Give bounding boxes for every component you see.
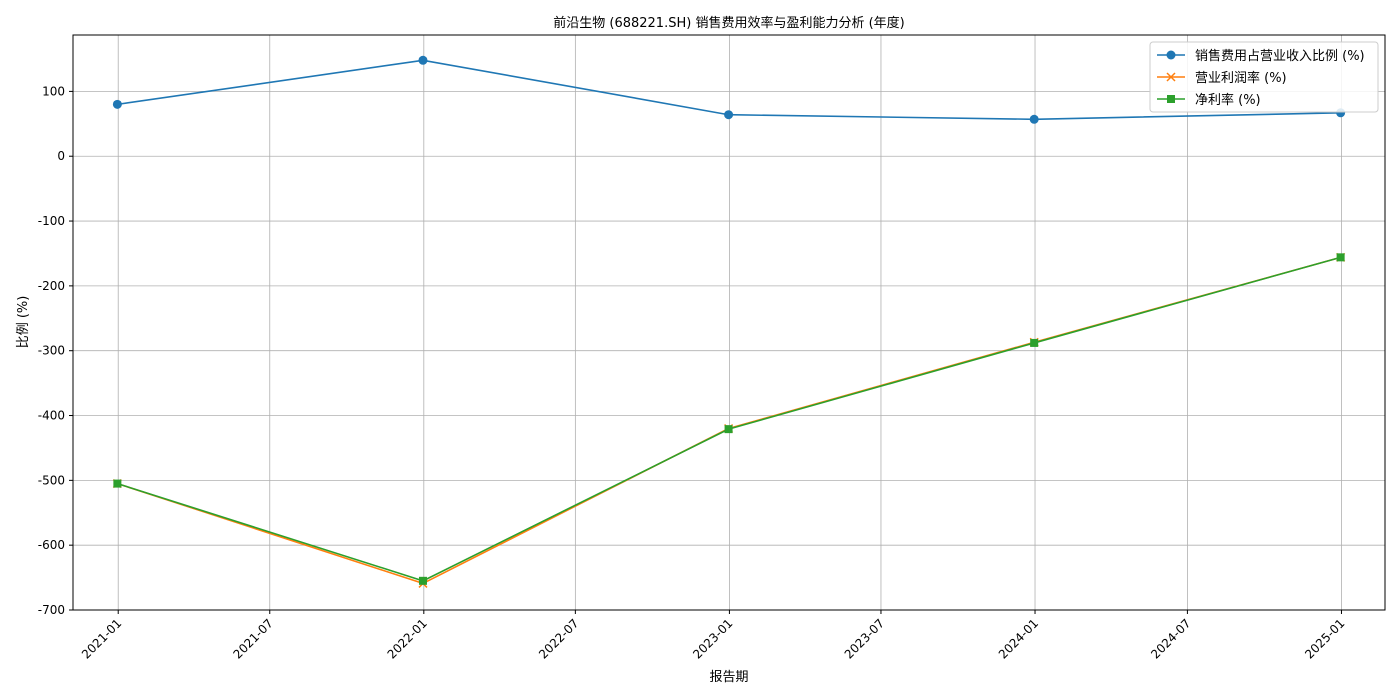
data-point — [113, 479, 122, 488]
legend-label: 净利率 (%) — [1195, 92, 1261, 108]
legend-marker — [1166, 72, 1176, 82]
y-tick-label: -100 — [38, 214, 65, 228]
data-point — [418, 55, 428, 65]
x-tick-label: 2024-01 — [996, 616, 1041, 661]
y-tick-label: -700 — [38, 603, 65, 617]
legend-item: 销售费用占营业收入比例 (%) — [1157, 48, 1365, 64]
y-tick-label: -400 — [38, 409, 65, 423]
legend-label: 销售费用占营业收入比例 (%) — [1195, 48, 1365, 64]
data-point — [724, 425, 733, 434]
data-point — [112, 99, 122, 109]
x-tick-label: 2022-07 — [536, 616, 581, 661]
legend-label: 营业利润率 (%) — [1195, 70, 1287, 86]
chart-title: 前沿生物 (688221.SH) 销售费用效率与盈利能力分析 (年度) — [553, 15, 904, 31]
legend-marker — [1167, 95, 1175, 103]
y-tick-label: -300 — [38, 344, 65, 358]
series-layer — [112, 55, 1346, 588]
x-tick-label: 2025-01 — [1302, 616, 1347, 661]
y-axis: -700 -600 -500 -400 -300 -200 -100 0 100 — [38, 84, 73, 617]
legend-marker — [1166, 50, 1176, 60]
x-tick-label: 2021-01 — [79, 616, 124, 661]
legend-item: 净利率 (%) — [1157, 92, 1261, 108]
plot-background — [73, 35, 1385, 610]
series-1 — [112, 55, 1346, 124]
data-point — [418, 576, 427, 585]
x-tick-label: 2024-07 — [1148, 616, 1193, 661]
x-tick-label: 2022-01 — [385, 616, 430, 661]
series-3 — [113, 253, 1345, 585]
y-tick-label: -500 — [38, 473, 65, 487]
x-tick-label: 2021-07 — [231, 616, 276, 661]
legend-box — [1149, 41, 1379, 113]
x-axis-label: 报告期 — [709, 670, 748, 685]
data-point — [1029, 114, 1039, 124]
y-axis-label: 比例 (%) — [16, 296, 31, 349]
legend: 销售费用占营业收入比例 (%) 营业利润率 (%) 净利率 (%) — [1149, 41, 1379, 113]
x-tick-label: 2023-07 — [842, 616, 887, 661]
data-point — [1030, 338, 1039, 347]
x-axis: 2021-01 2021-07 2022-01 2022-07 2023-01 2023-… — [79, 610, 1348, 662]
y-tick-label: -600 — [38, 538, 65, 552]
data-point — [724, 110, 734, 120]
y-tick-label: 0 — [57, 149, 65, 163]
x-tick-label: 2023-01 — [690, 616, 735, 661]
y-tick-label: -200 — [38, 279, 65, 293]
data-point — [1336, 253, 1345, 262]
y-tick-label: 100 — [42, 84, 65, 98]
legend-item: 营业利润率 (%) — [1157, 70, 1287, 86]
